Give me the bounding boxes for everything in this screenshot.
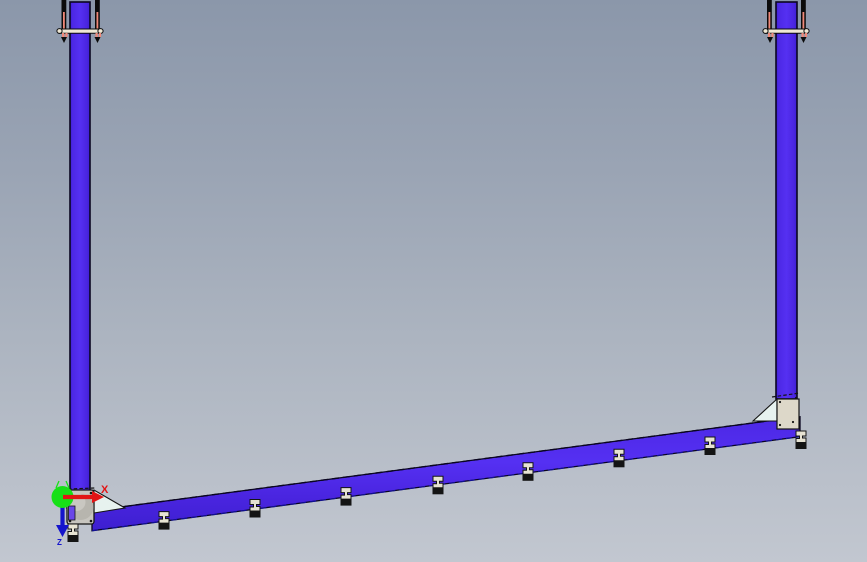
svg-text:Z: Z [57,538,62,547]
svg-text:X: X [101,484,109,496]
